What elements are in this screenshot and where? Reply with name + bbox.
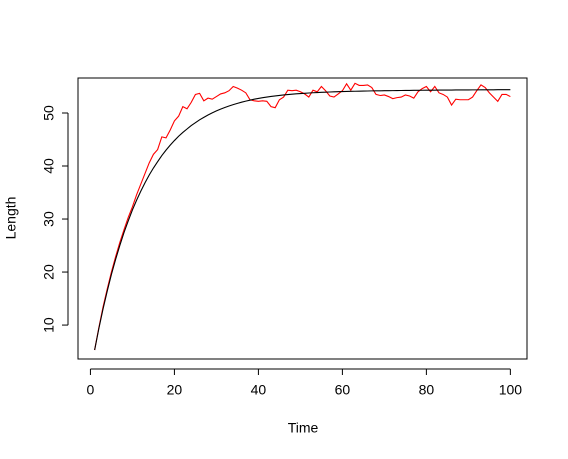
x-tick-label: 40: [251, 382, 267, 398]
x-tick-label: 100: [499, 382, 523, 398]
y-tick-label: 10: [41, 317, 57, 333]
series-line: [94, 82, 511, 351]
y-tick-label: 50: [41, 105, 57, 121]
plot-frame: [77, 77, 528, 360]
y-axis-label: Length: [3, 197, 19, 240]
x-tick-label: 60: [335, 382, 351, 398]
series-line: [94, 89, 511, 351]
x-axis-label: Time: [288, 420, 319, 436]
y-tick-label: 40: [41, 158, 57, 174]
x-tick-label: 80: [419, 382, 435, 398]
y-tick-label: 30: [41, 211, 57, 227]
x-tick-label: 20: [167, 382, 183, 398]
y-tick-label: 20: [41, 264, 57, 280]
x-tick-label: 0: [87, 382, 95, 398]
